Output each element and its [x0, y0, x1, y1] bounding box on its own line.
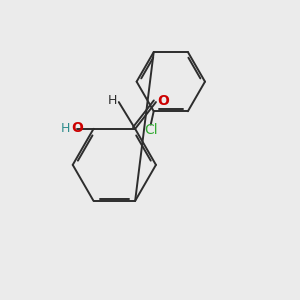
Text: H: H	[108, 94, 117, 107]
Text: O: O	[158, 94, 169, 108]
Text: O: O	[71, 121, 83, 135]
Text: H: H	[61, 122, 70, 135]
Text: Cl: Cl	[144, 123, 158, 137]
